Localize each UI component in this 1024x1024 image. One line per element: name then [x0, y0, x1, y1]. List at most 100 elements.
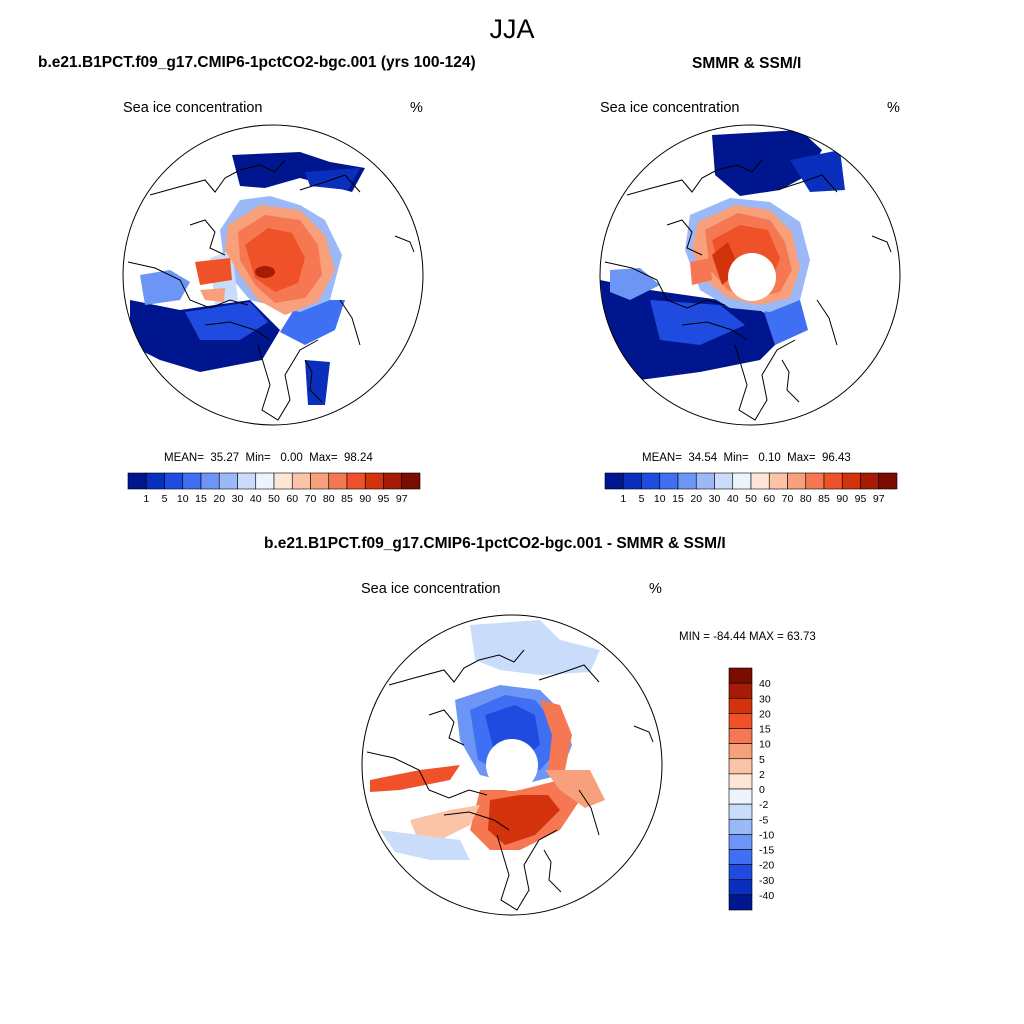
panel-3-variable: Sea ice concentration: [361, 581, 501, 597]
max-label: Max=: [309, 452, 338, 464]
panel-3-title: b.e21.B1PCT.f09_g17.CMIP6-1pctCO2-bgc.00…: [264, 535, 726, 552]
colorbar-2-swatch: [641, 472, 661, 490]
colorbar-2-tick-label: 90: [836, 493, 848, 505]
colorbar-1-tick-label: 85: [341, 493, 353, 505]
map-1-coastlines: [127, 159, 415, 421]
colorbar-3-tick-label: -2: [759, 799, 768, 811]
map-1-field: [130, 152, 365, 405]
colorbar-1-tick-label: 20: [213, 493, 225, 505]
colorbar-2-swatch: [695, 472, 715, 490]
mean-label: MEAN=: [164, 452, 204, 464]
colorbar-3-tick-label: -10: [759, 829, 774, 841]
colorbar-3-swatch: [728, 728, 753, 744]
colorbar-2-swatch: [841, 472, 861, 490]
colorbar-3-tick-label: 2: [759, 769, 765, 781]
colorbar-3-tick-label: 20: [759, 708, 771, 720]
map-3-difference: [361, 614, 663, 916]
map-2-coastlines: [604, 159, 892, 421]
colorbar-1-tick-label: 15: [195, 493, 207, 505]
colorbar-2-tick-label: 70: [782, 493, 794, 505]
panel-1-variable: Sea ice concentration: [123, 100, 263, 116]
mean-label: MEAN=: [642, 452, 682, 464]
colorbar-3-tick-label: -20: [759, 860, 774, 872]
colorbar-1-swatch: [346, 472, 366, 490]
max-value: 98.24: [343, 452, 373, 464]
colorbar-2-swatch: [714, 472, 734, 490]
colorbar-3-tick-label: 15: [759, 724, 771, 736]
colorbar-3-tick-label: 40: [759, 678, 771, 690]
map-1-boundary: [122, 124, 424, 426]
max-label: Max=: [787, 452, 816, 464]
colorbar-3-swatch: [728, 713, 753, 729]
map-1-model: [122, 124, 424, 426]
map-3-boundary: [361, 614, 663, 916]
colorbar-3-swatch: [728, 849, 753, 865]
season-title: JJA: [489, 14, 535, 44]
min-label: Min=: [723, 452, 749, 464]
mean-value: 34.54: [688, 452, 718, 464]
colorbar-1-tick-label: 60: [286, 493, 298, 505]
colorbar-3-swatch: [728, 697, 753, 714]
colorbar-2-swatch: [787, 472, 807, 490]
colorbar-1-swatch: [273, 472, 293, 490]
colorbar-1-tick-label: 70: [305, 493, 317, 505]
colorbar-2-tick-label: 97: [873, 493, 885, 505]
colorbar-2-tick-label: 15: [672, 493, 684, 505]
colorbar-1-tick-label: 50: [268, 493, 280, 505]
colorbar-2-tick-label: 10: [654, 493, 666, 505]
colorbar-3-tick-label: -15: [759, 845, 774, 857]
colorbar-3-tick-label: 10: [759, 739, 771, 751]
min-label: Min=: [245, 452, 271, 464]
panel-3-stats: MIN = -84.44 MAX = 63.73: [679, 631, 816, 643]
colorbar-3-swatch: [728, 773, 753, 790]
colorbar-3-swatch: [728, 788, 753, 805]
colorbar-1-swatch: [182, 472, 202, 490]
min-value: 0.10: [758, 452, 781, 464]
colorbar-1-tick-label: 97: [396, 493, 408, 505]
colorbar-2-tick-label: 85: [818, 493, 830, 505]
colorbar-3-swatch: [728, 879, 753, 896]
colorbar-2-tick-label: 1: [620, 493, 626, 505]
colorbar-2-swatch: [750, 472, 770, 490]
map-2-field: [600, 130, 845, 380]
colorbar-2-swatch: [805, 472, 825, 490]
colorbar-3-tick-label: 5: [759, 754, 765, 766]
colorbar-3-tick-label: 30: [759, 693, 771, 705]
colorbar-3-swatch: [728, 834, 753, 850]
colorbar-3-tick-label: -5: [759, 814, 768, 826]
colorbar-1-swatch: [328, 472, 348, 490]
colorbar-1-tick-label: 5: [162, 493, 168, 505]
colorbar-2-tick-label: 80: [800, 493, 812, 505]
colorbar-1-swatch: [164, 472, 184, 490]
colorbar-2-swatch: [768, 472, 788, 490]
colorbar-3-tick-label: 0: [759, 784, 765, 796]
colorbar-2-swatch: [732, 472, 752, 490]
colorbar-3-swatch: [728, 818, 753, 835]
colorbar-3-swatch: [728, 758, 753, 775]
colorbars: 1 5 10 15 20 30 40 50 60 70 80 85 90 95 97 1 5 10 15 20 30 40…: [127, 472, 898, 911]
colorbar-2-tick-label: 95: [855, 493, 867, 505]
min-value: 0.00: [280, 452, 303, 464]
colorbar-3-swatch: [728, 667, 753, 684]
colorbar-1-swatch: [255, 472, 275, 490]
max-value: 96.43: [821, 452, 851, 464]
colorbar-1-swatch: [310, 472, 330, 490]
colorbar-2-tick-label: 50: [745, 493, 757, 505]
colorbar-2-swatch: [823, 472, 843, 490]
colorbar-1-swatch: [218, 472, 238, 490]
panel-3-units: %: [649, 581, 662, 597]
colorbar-1-swatch: [127, 472, 147, 490]
panel-1-stats: MEAN= 35.27 Min= 0.00 Max= 98.24: [164, 452, 373, 464]
colorbar-1-tick-label: 10: [177, 493, 189, 505]
colorbar-1-tick-label: 80: [323, 493, 335, 505]
colorbar-1-tick-label: 90: [359, 493, 371, 505]
panel-2-variable: Sea ice concentration: [600, 100, 740, 116]
colorbar-1-tick-label: 1: [143, 493, 149, 505]
mean-value: 35.27: [210, 452, 240, 464]
colorbar-1-tick-label: 30: [232, 493, 244, 505]
colorbar-1-swatch: [401, 472, 421, 490]
colorbar-2-tick-label: 20: [690, 493, 702, 505]
colorbar-3-swatch: [728, 803, 753, 820]
colorbar-2-swatch: [659, 472, 679, 490]
